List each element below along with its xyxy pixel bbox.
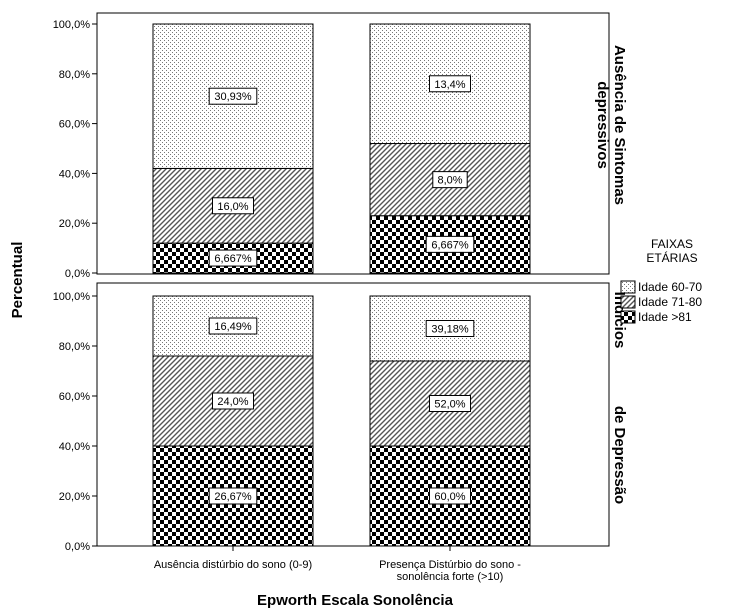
data-label-top-1-3: 30,93% xyxy=(214,91,252,103)
y-axis-title: Percentual xyxy=(9,242,26,319)
data-label-box-top-1-2 xyxy=(212,197,254,215)
data-label-box-top-2-2 xyxy=(432,171,468,189)
y-tick-label-top-4: 80,0% xyxy=(59,69,90,81)
y-tick-label-top-5: 100,0% xyxy=(53,19,91,31)
data-label-bottom-2-2: 52,0% xyxy=(434,399,465,411)
data-label-top-2-1: 6,667% xyxy=(431,239,469,251)
data-label-box-top-2-1 xyxy=(425,235,475,253)
data-label-box-bottom-1-2 xyxy=(212,392,254,410)
data-label-bottom-1-2: 24,0% xyxy=(217,396,248,408)
data-label-box-top-1-3 xyxy=(208,87,258,105)
data-label-box-top-2-3 xyxy=(429,75,471,93)
data-label-bottom-2-3: 39,18% xyxy=(431,324,469,336)
legend-swatch-71-80 xyxy=(620,295,636,309)
y-tick-label-top-2: 40,0% xyxy=(59,168,90,180)
data-label-top-2-3: 13,4% xyxy=(434,79,465,91)
panel-title-top-line1: Ausência de Sintomas xyxy=(611,45,628,205)
y-tick-label-top-0: 0,0% xyxy=(65,268,90,280)
legend-title-line1: FAIXAS xyxy=(651,237,693,251)
data-label-top-2-2: 8,0% xyxy=(437,175,462,187)
panel-title-bottom: Indícios de Depressão xyxy=(611,292,628,505)
y-tick-label-bottom-3: 60,0% xyxy=(59,391,90,403)
y-tick-label-bottom-5: 100,0% xyxy=(53,291,91,303)
data-label-top-1-2: 16,0% xyxy=(217,201,248,213)
y-axis-top: 0,0% 20,0% 40,0% 60,0% 80,0% 100,0% xyxy=(53,19,97,280)
data-label-box-bottom-2-1 xyxy=(429,487,471,505)
legend-title-line2: ETÁRIAS xyxy=(646,250,697,265)
legend: FAIXAS ETÁRIAS Idade 60-70 Idade 71-80 I… xyxy=(620,237,702,324)
bars-bottom-panel: 26,67% 24,0% 16,49% 60,0% 52,0% 39,18% xyxy=(152,295,531,547)
data-label-bottom-1-1: 26,67% xyxy=(214,491,252,503)
bars-top-panel: 6,667% 16,0% 30,93% 6,667% 8,0% 13,4% xyxy=(152,23,531,274)
y-tick-label-bottom-0: 0,0% xyxy=(65,541,90,553)
y-tick-label-bottom-1: 20,0% xyxy=(59,491,90,503)
data-label-bottom-1-3: 16,49% xyxy=(214,321,252,333)
data-label-box-top-1-1 xyxy=(208,249,258,267)
data-label-box-bottom-2-3 xyxy=(425,320,475,337)
legend-swatch-81 xyxy=(620,310,636,324)
x-tick-label-1: Ausência distúrbio do sono (0-9) xyxy=(154,559,312,571)
y-tick-label-top-3: 60,0% xyxy=(59,119,90,131)
legend-label-60-70: Idade 60-70 xyxy=(638,280,702,294)
data-label-box-bottom-1-1 xyxy=(208,487,258,505)
data-label-box-bottom-1-3 xyxy=(208,317,258,335)
x-axis-title: Epworth Escala Sonolência xyxy=(257,592,454,609)
data-label-top-1-1: 6,667% xyxy=(214,253,252,265)
x-tick-label-2: Presença Distúrbio do sono -sonolência f… xyxy=(379,559,521,583)
legend-swatch-60-70 xyxy=(620,280,636,294)
data-label-box-bottom-2-2 xyxy=(429,395,471,412)
y-tick-label-bottom-4: 80,0% xyxy=(59,341,90,353)
panel-title-top-line2: depressivos xyxy=(594,81,611,169)
y-axis-bottom: 0,0% 20,0% 40,0% 60,0% 80,0% 100,0% xyxy=(53,291,97,553)
panel-title-top: Ausência de Sintomas depressivos xyxy=(594,45,628,205)
data-label-bottom-2-1: 60,0% xyxy=(434,491,465,503)
panel-title-bottom-line2: de Depressão xyxy=(611,406,628,504)
y-tick-label-top-1: 20,0% xyxy=(59,218,90,230)
y-tick-label-bottom-2: 40,0% xyxy=(59,441,90,453)
legend-label-71-80: Idade 71-80 xyxy=(638,295,702,309)
legend-label-81: Idade >81 xyxy=(638,310,692,324)
